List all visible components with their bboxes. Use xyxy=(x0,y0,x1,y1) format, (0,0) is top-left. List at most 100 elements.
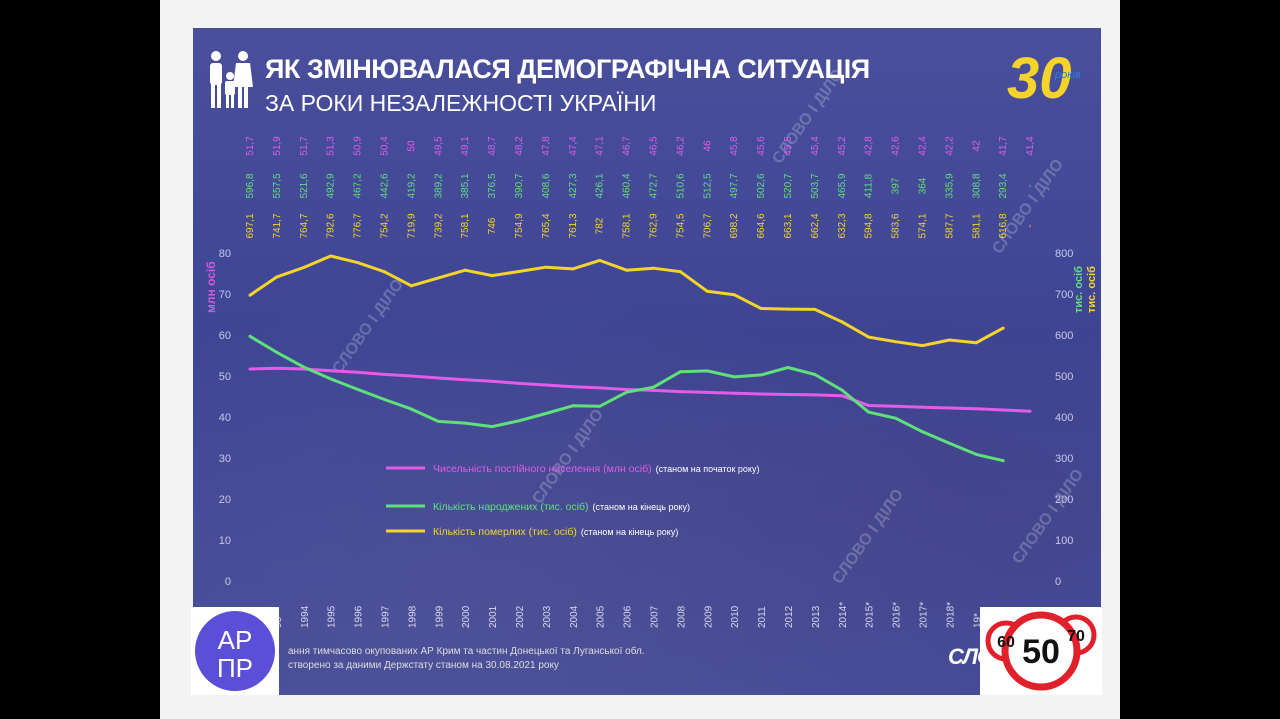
data-point-0 xyxy=(463,378,467,382)
data-point-1 xyxy=(490,425,494,429)
data-label-2: 765,4 xyxy=(541,213,552,238)
data-point-1 xyxy=(275,350,279,354)
data-label-2: 719,9 xyxy=(406,213,417,238)
data-point-2 xyxy=(356,261,360,265)
anniversary-logo: 30 років xyxy=(1007,46,1081,110)
data-point-1 xyxy=(571,404,575,408)
data-point-2 xyxy=(517,269,521,273)
x-tick-label: 2018* xyxy=(945,602,956,628)
data-label-0: 46,2 xyxy=(675,136,686,156)
data-point-2 xyxy=(598,258,602,262)
data-point-0 xyxy=(625,388,629,392)
speed-sign-center: 50 xyxy=(1022,633,1060,671)
data-label-1: 521,6 xyxy=(299,173,310,198)
legend-note: (станом на початок року) xyxy=(656,464,760,474)
data-label-1: 411,8 xyxy=(864,173,875,198)
data-label-2: 762,9 xyxy=(649,213,660,238)
data-point-0 xyxy=(947,406,951,410)
data-label-0: 45,6 xyxy=(756,136,767,156)
data-label-2: 754,5 xyxy=(675,213,686,238)
data-point-2 xyxy=(947,338,951,342)
family-icon xyxy=(210,51,253,108)
data-label-2: 697,1 xyxy=(245,213,256,238)
data-point-0 xyxy=(383,372,386,376)
data-label-1: 389,2 xyxy=(433,173,444,198)
data-label-2: - xyxy=(1025,224,1036,227)
data-point-2 xyxy=(894,340,898,344)
data-point-1 xyxy=(383,398,386,402)
data-label-0: 51,3 xyxy=(326,136,337,156)
anniversary-word: років xyxy=(1054,69,1081,81)
anniversary-number: 30 xyxy=(1007,46,1072,110)
x-tick-label: 2016* xyxy=(892,602,903,628)
data-point-2 xyxy=(759,307,763,311)
data-point-0 xyxy=(786,392,790,396)
y-right-tick: 700 xyxy=(1055,289,1073,301)
x-tick-label: 1995 xyxy=(327,605,338,628)
data-label-1: 557,5 xyxy=(272,173,283,198)
data-point-0 xyxy=(678,390,682,394)
data-point-1 xyxy=(1001,459,1005,463)
data-point-2 xyxy=(436,276,440,280)
data-point-0 xyxy=(248,367,252,371)
data-label-2: 706,7 xyxy=(702,213,713,238)
speed-sign-right: 70 xyxy=(1067,628,1085,645)
data-point-2 xyxy=(921,344,924,348)
x-tick-label: 2002 xyxy=(515,605,526,628)
infographic-panel: ЯК ЗМІНЮВАЛАСЯ ДЕМОГРАФІЧНА СИТУАЦІЯ ЗА … xyxy=(193,28,1101,695)
x-tick-label: 2014* xyxy=(838,602,849,628)
data-point-2 xyxy=(463,268,467,272)
data-label-1: 520,7 xyxy=(783,173,794,198)
y-right-tick: 400 xyxy=(1055,412,1073,424)
data-point-0 xyxy=(705,390,709,394)
x-tick-label: 2005 xyxy=(596,605,607,628)
y-right-label-deaths: тис. осіб xyxy=(1086,266,1098,313)
data-label-0: 42,2 xyxy=(944,136,955,156)
data-label-2: 764,7 xyxy=(299,213,310,238)
data-point-1 xyxy=(921,430,924,434)
x-tick-label: 1997 xyxy=(381,605,392,628)
data-label-0: 45,8 xyxy=(729,136,740,156)
data-label-2: 698,2 xyxy=(729,213,740,238)
data-point-2 xyxy=(840,320,844,324)
data-point-0 xyxy=(1001,408,1005,412)
data-label-2: 754,9 xyxy=(514,213,525,238)
data-label-1: 492,9 xyxy=(326,173,337,198)
data-point-2 xyxy=(678,270,682,274)
x-tick-label: 2003 xyxy=(542,605,553,628)
data-point-2 xyxy=(302,265,306,269)
data-point-1 xyxy=(867,410,871,414)
x-tick-label: 2004 xyxy=(569,605,580,628)
data-label-0: 42,6 xyxy=(891,136,902,156)
data-label-2: 741,7 xyxy=(272,213,283,238)
data-point-1 xyxy=(894,416,898,420)
data-point-1 xyxy=(840,388,844,392)
data-point-0 xyxy=(1028,409,1032,413)
y-right-label-births: тис. осіб xyxy=(1073,266,1085,313)
data-label-1: 419,2 xyxy=(406,173,417,198)
data-point-1 xyxy=(625,390,629,394)
data-label-0: 48,7 xyxy=(487,136,498,156)
x-tick-label: 2012 xyxy=(784,605,795,628)
y-left-tick: 10 xyxy=(219,535,231,547)
data-point-1 xyxy=(302,365,306,369)
data-label-1: 502,6 xyxy=(756,173,767,198)
page-title: ЯК ЗМІНЮВАЛАСЯ ДЕМОГРАФІЧНА СИТУАЦІЯ xyxy=(265,54,870,84)
data-label-2: 581,1 xyxy=(971,213,982,238)
data-label-1: 472,7 xyxy=(649,173,660,198)
data-label-1: 376,5 xyxy=(487,173,498,198)
data-label-1: 426,1 xyxy=(595,173,606,198)
data-point-2 xyxy=(867,335,871,339)
y-right-tick: 100 xyxy=(1055,535,1073,547)
x-tick-label: 2013 xyxy=(811,605,822,628)
x-tick-label: 2009 xyxy=(703,605,714,628)
data-point-1 xyxy=(786,366,790,370)
data-point-1 xyxy=(678,370,682,374)
data-label-0: 45,2 xyxy=(837,136,848,156)
data-label-1: 460,4 xyxy=(622,173,633,198)
data-label-2: 632,3 xyxy=(837,213,848,238)
data-point-2 xyxy=(490,274,494,278)
data-label-1: 397 xyxy=(891,177,902,194)
data-point-0 xyxy=(974,407,978,411)
data-label-1: 467,2 xyxy=(353,173,364,198)
